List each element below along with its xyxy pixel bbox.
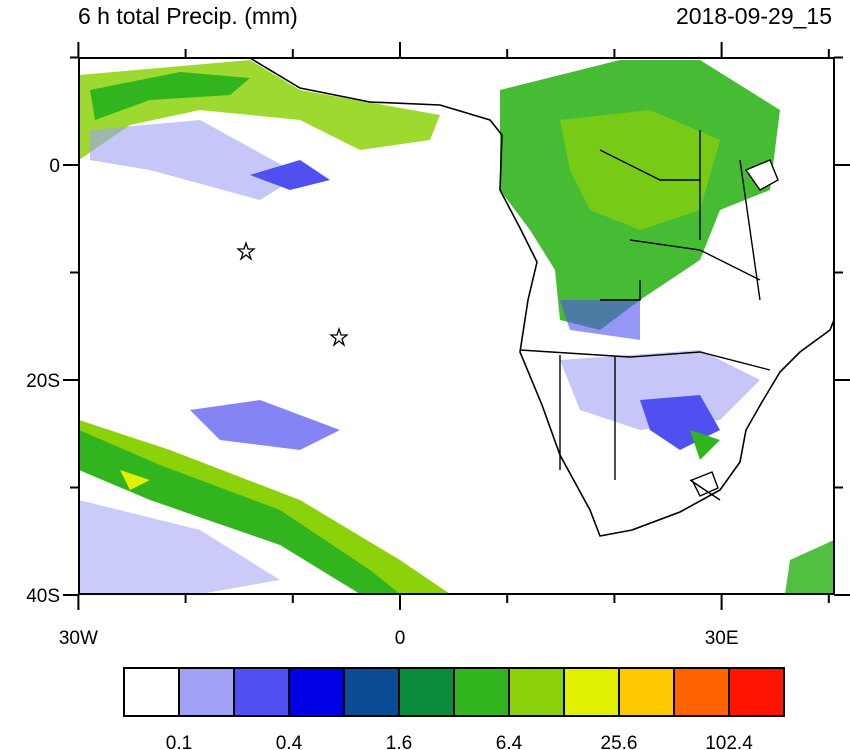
colorbar-box: [728, 667, 785, 717]
colorbar: 0.1 0.4 1.6 6.4 25.6 102.4: [123, 667, 785, 750]
lat-label: 0: [49, 156, 60, 177]
colorbar-label: 1.6: [386, 733, 412, 750]
colorbar-label: 0.1: [166, 733, 192, 750]
colorbar-label: 6.4: [496, 733, 523, 750]
colorbar-box: [563, 667, 620, 717]
axis-ticks: [63, 42, 850, 610]
colorbar-label: 0.4: [276, 733, 303, 750]
map-title: 6 h total Precip. (mm): [78, 3, 298, 29]
colorbar-box: [453, 667, 510, 717]
colorbar-box: [343, 667, 400, 717]
map-field: [79, 58, 834, 594]
colorbar-box: [508, 667, 565, 717]
lat-label: 40S: [26, 586, 60, 607]
map-frame: [78, 57, 835, 595]
lon-label: 30W: [59, 628, 98, 649]
axis-labels: 0 20S 40S 30W 0 30E: [26, 156, 738, 649]
colorbar-box: [123, 667, 180, 717]
colorbar-box: [618, 667, 675, 717]
lon-label: 30E: [705, 628, 739, 649]
valid-time: 2018-09-29_15: [676, 3, 832, 29]
lon-label: 0: [395, 628, 406, 649]
lat-label: 20S: [26, 371, 60, 392]
colorbar-box: [288, 667, 345, 717]
colorbar-box: [673, 667, 730, 717]
colorbar-box: [398, 667, 455, 717]
colorbar-label: 25.6: [601, 733, 638, 750]
colorbar-label: 102.4: [705, 733, 753, 750]
colorbar-box: [233, 667, 290, 717]
colorbar-box: [178, 667, 235, 717]
